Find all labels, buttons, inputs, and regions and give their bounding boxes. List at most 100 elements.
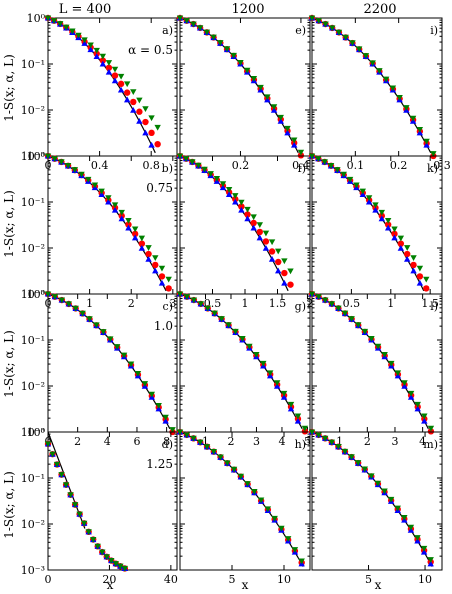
data-point xyxy=(93,322,100,329)
data-point xyxy=(335,305,342,312)
data-point xyxy=(134,371,142,377)
x-tick-label: 2 xyxy=(227,435,234,448)
data-point xyxy=(297,149,305,156)
x-axis-titles: x x x xyxy=(107,578,382,592)
data-point xyxy=(291,141,298,148)
data-point xyxy=(225,187,233,193)
data-point xyxy=(427,557,434,563)
x-tick-label: 1 xyxy=(242,297,249,310)
data-point xyxy=(210,449,217,455)
data-point xyxy=(142,118,149,126)
x-tick-label: 3 xyxy=(169,297,176,310)
data-point xyxy=(123,81,131,88)
data-point xyxy=(76,511,83,518)
data-point xyxy=(152,267,159,274)
data-point xyxy=(80,520,88,527)
y-axis-titles: 1-S(x; α, L) 1-S(x; α, L) 1-S(x; α, L) 1… xyxy=(2,54,16,539)
data-point xyxy=(44,291,52,298)
data-point xyxy=(414,405,421,412)
data-point xyxy=(131,230,139,238)
data-point xyxy=(56,21,64,27)
data-point xyxy=(268,256,276,262)
data-point xyxy=(421,417,428,424)
data-point xyxy=(105,195,112,202)
data-point xyxy=(416,273,424,280)
data-point xyxy=(127,361,135,368)
data-point xyxy=(410,261,417,269)
data-point xyxy=(72,305,79,312)
data-point xyxy=(315,156,322,162)
data-point xyxy=(250,214,257,221)
data-point xyxy=(334,167,341,173)
y-tick-label: 10⁻² xyxy=(21,380,45,393)
data-point xyxy=(87,46,94,53)
data-point xyxy=(131,226,139,233)
y-axis-title-row-3: 1-S(x; α, L) xyxy=(2,330,16,398)
data-point xyxy=(197,439,204,446)
panel-label: h) xyxy=(295,438,306,451)
x-tick-label: 0.5 xyxy=(343,297,361,310)
data-point xyxy=(85,176,92,183)
data-point xyxy=(93,47,100,54)
panel-frame xyxy=(311,431,443,571)
data-point xyxy=(183,18,190,24)
data-point xyxy=(111,72,119,79)
data-point xyxy=(348,454,355,461)
data-point xyxy=(355,46,363,53)
data-point xyxy=(414,535,421,541)
data-point xyxy=(423,276,430,283)
data-point xyxy=(136,118,143,124)
data-point xyxy=(327,162,335,169)
data-point xyxy=(210,34,217,41)
data-point xyxy=(346,176,354,183)
data-point xyxy=(195,162,202,169)
x-tick-label: 5 xyxy=(365,573,372,586)
panel-label: a) xyxy=(162,24,173,37)
data-point xyxy=(67,492,74,498)
data-point xyxy=(238,203,245,210)
data-point xyxy=(155,403,162,409)
panel-label: d) xyxy=(162,438,173,451)
data-point xyxy=(427,425,435,432)
data-point xyxy=(141,381,149,387)
data-point xyxy=(81,37,88,44)
data-point xyxy=(125,221,132,228)
data-point xyxy=(152,261,159,269)
x-tick-label: 0.2 xyxy=(232,159,250,172)
x-tick-label: 1 xyxy=(202,435,209,448)
data-point xyxy=(169,427,176,433)
data-point xyxy=(322,21,329,28)
data-point xyxy=(53,461,61,468)
panel-label: c) xyxy=(163,300,173,313)
data-point xyxy=(287,405,295,412)
theory-curve xyxy=(179,17,299,154)
x-tick-label: 1.5 xyxy=(421,297,439,310)
data-point xyxy=(315,18,322,24)
data-point xyxy=(130,106,137,113)
data-point xyxy=(284,125,291,132)
data-point xyxy=(391,234,398,241)
theory-curve xyxy=(179,155,289,292)
data-point xyxy=(384,221,392,228)
data-point xyxy=(420,545,428,552)
data-point xyxy=(403,105,410,111)
data-point xyxy=(94,543,101,550)
panel-label: l) xyxy=(430,300,438,313)
data-point xyxy=(130,89,137,96)
data-point xyxy=(64,162,72,169)
data-point xyxy=(381,488,388,495)
data-point xyxy=(58,472,65,478)
x-tick-label: 4 xyxy=(104,435,111,448)
panel-label: f) xyxy=(298,162,306,175)
data-point xyxy=(374,480,382,487)
data-point xyxy=(287,268,294,275)
data-point xyxy=(219,181,227,188)
panel-g: 1 2 3 4 5 g) xyxy=(176,290,311,448)
data-point xyxy=(250,76,258,82)
data-point xyxy=(328,301,336,308)
data-point xyxy=(65,301,72,308)
data-point xyxy=(404,245,411,251)
